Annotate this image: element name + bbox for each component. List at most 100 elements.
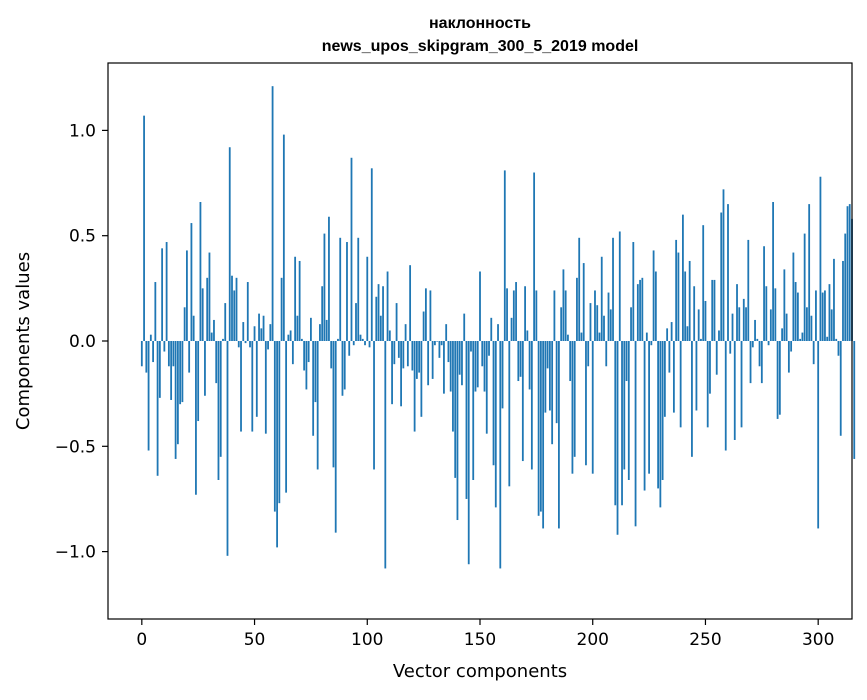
bar	[149, 334, 152, 341]
bar	[361, 338, 364, 341]
bar	[643, 341, 646, 491]
bar	[201, 288, 204, 341]
bar-series	[140, 86, 856, 569]
bar	[526, 330, 529, 341]
bar	[682, 214, 684, 341]
bar	[706, 341, 709, 428]
bar	[337, 338, 339, 341]
bar	[853, 341, 856, 459]
bar	[512, 290, 515, 341]
bar	[659, 341, 662, 508]
bar	[282, 134, 285, 341]
bar	[754, 319, 756, 341]
bar	[303, 341, 306, 371]
bar	[181, 341, 184, 403]
bar	[796, 292, 799, 341]
bar	[677, 252, 680, 341]
bar	[835, 338, 838, 341]
bar	[763, 246, 765, 341]
bar	[219, 341, 222, 457]
bar	[794, 282, 797, 341]
bar	[819, 176, 822, 341]
bar	[291, 341, 294, 365]
bar	[467, 341, 470, 565]
bar	[691, 341, 693, 457]
bar	[517, 341, 520, 382]
bar	[760, 341, 763, 384]
bar	[553, 290, 556, 341]
bar	[648, 341, 650, 474]
bar	[670, 322, 673, 341]
bar	[210, 332, 213, 341]
bar	[645, 332, 648, 341]
bar	[769, 309, 772, 341]
bar	[249, 341, 251, 348]
bar	[316, 341, 319, 470]
bar	[720, 212, 723, 341]
bar	[190, 223, 193, 341]
bar	[334, 341, 337, 533]
bar	[503, 170, 506, 341]
bar	[778, 341, 781, 415]
bar	[686, 326, 689, 341]
bar	[585, 341, 587, 466]
bar	[404, 324, 407, 341]
bar	[589, 303, 592, 341]
bar	[267, 341, 269, 350]
bar	[251, 341, 254, 432]
bar	[350, 157, 353, 341]
bar	[273, 341, 276, 512]
bar	[821, 292, 824, 341]
bar	[544, 341, 547, 413]
bar	[154, 282, 157, 341]
bar	[684, 271, 687, 341]
bar	[443, 341, 445, 394]
chart-title-line1: наклонность	[429, 15, 531, 32]
bar	[411, 341, 414, 371]
bar	[562, 269, 565, 341]
bar	[812, 341, 815, 365]
bar	[179, 341, 182, 405]
bar	[745, 307, 747, 341]
bar	[848, 204, 851, 341]
bar	[749, 341, 752, 384]
bar	[781, 328, 784, 341]
bar	[285, 341, 288, 493]
bar	[605, 341, 608, 367]
bar	[163, 341, 166, 352]
bar	[470, 341, 472, 352]
bar	[704, 300, 707, 341]
bar	[222, 338, 224, 341]
bar	[161, 248, 164, 341]
y-tick-label: −1.0	[55, 543, 96, 563]
bar	[463, 313, 466, 341]
bar	[587, 341, 590, 367]
bar	[271, 86, 274, 341]
bar	[294, 256, 297, 341]
bar	[846, 206, 849, 341]
bar	[391, 341, 393, 405]
bar	[206, 277, 209, 341]
bar	[352, 341, 355, 346]
bar	[192, 315, 195, 341]
bar	[339, 237, 342, 341]
bar	[751, 341, 754, 348]
x-axis-label: Vector components	[393, 661, 567, 682]
bar	[833, 258, 835, 341]
bar	[756, 338, 759, 341]
y-tick-label: −0.5	[55, 437, 96, 457]
bar	[341, 341, 344, 396]
bar	[731, 313, 734, 341]
bar	[298, 260, 301, 341]
bar	[614, 341, 617, 506]
bar	[481, 341, 484, 367]
bar	[323, 233, 326, 341]
bar	[188, 341, 191, 373]
bar	[186, 250, 188, 341]
bar	[217, 341, 220, 480]
bar	[472, 341, 475, 480]
bar	[600, 256, 603, 341]
bar	[742, 298, 745, 341]
bar	[246, 282, 249, 341]
bar	[824, 290, 826, 341]
